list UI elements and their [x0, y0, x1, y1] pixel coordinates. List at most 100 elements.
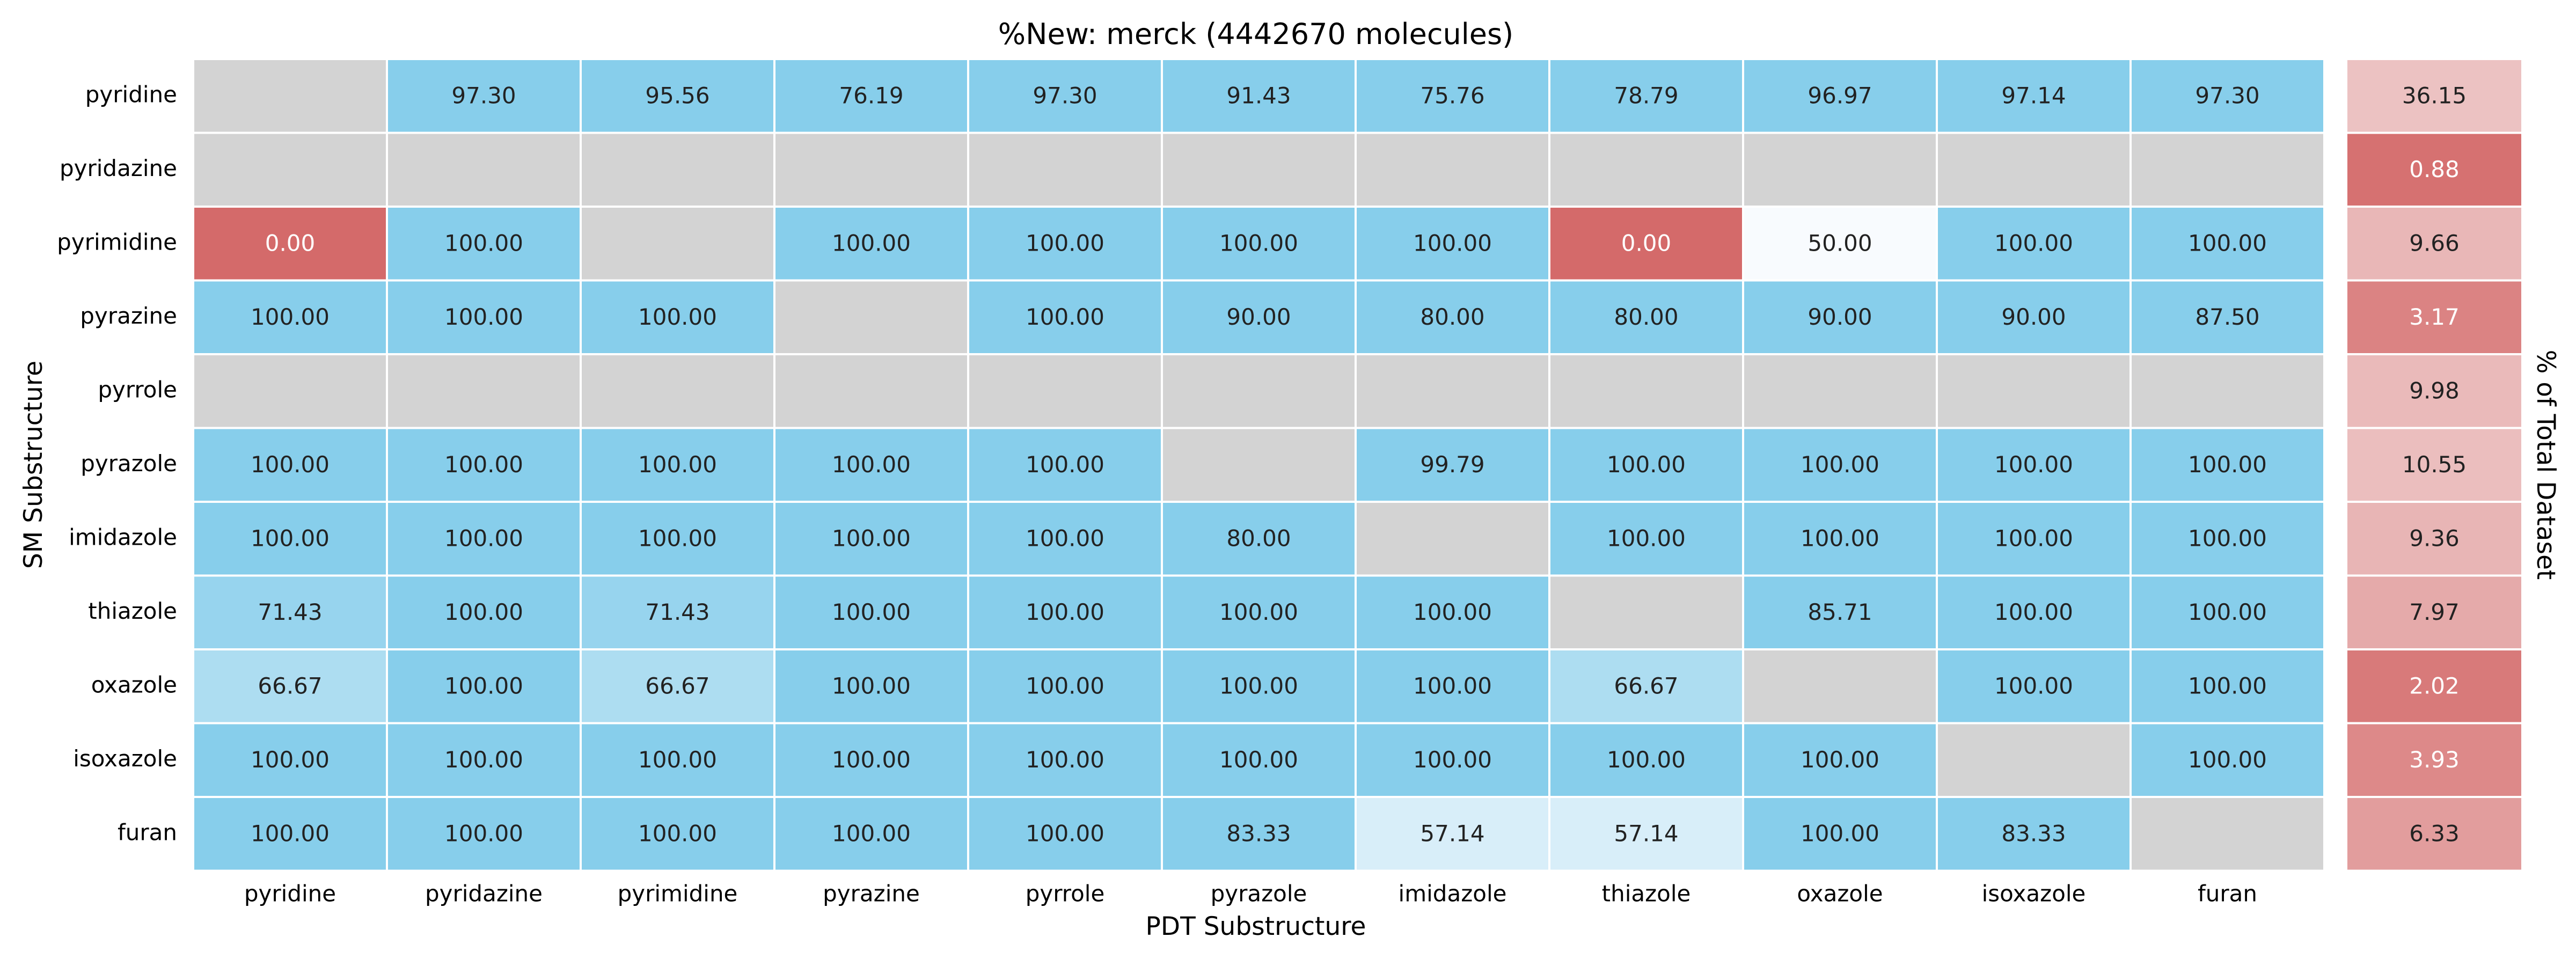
side-value-label: 9.66: [2409, 230, 2460, 256]
heatmap-cell: [2129, 206, 2325, 282]
heatmap-cell: [773, 648, 969, 724]
cell-value-label: 90.00: [2001, 304, 2066, 330]
heatmap-cell: [192, 427, 388, 503]
cell-value-label: 97.14: [2001, 82, 2066, 108]
heatmap-cell: [386, 722, 582, 798]
cell-value-label: 100.00: [1413, 599, 1492, 625]
heatmap-cell: [773, 796, 969, 872]
heatmap-cell: [1936, 574, 2132, 650]
y-tick-label: pyridazine: [60, 155, 177, 181]
cell-value-label: 99.79: [1420, 451, 1484, 478]
cell-value-label: 100.00: [1026, 820, 1104, 846]
cell-value-label: 100.00: [832, 451, 911, 478]
cell-value-label: 100.00: [1219, 599, 1298, 625]
heatmap-cell-empty: [192, 58, 388, 134]
cell-value-label: 100.00: [1801, 820, 1879, 846]
heatmap-cell: [1355, 427, 1550, 503]
cell-value-label: 100.00: [638, 304, 717, 330]
cell-value-label: 100.00: [1026, 451, 1104, 478]
y-tick-label: isoxazole: [73, 745, 177, 772]
cell-value-label: 100.00: [1994, 599, 2073, 625]
y-tick-label: pyridine: [85, 81, 177, 107]
heatmap-cell: [386, 206, 582, 282]
heatmap-cell-empty: [192, 131, 388, 208]
cell-value-label: 100.00: [832, 747, 911, 773]
cell-value-label: 100.00: [2188, 451, 2267, 478]
cell-value-label: 57.14: [1420, 820, 1484, 846]
heatmap-cell: [1742, 206, 1938, 282]
cell-value-label: 100.00: [1219, 230, 1298, 256]
y-tick-label: thiazole: [88, 598, 177, 624]
cell-value-label: 97.30: [1033, 82, 1097, 108]
x-tick-label: pyridine: [244, 881, 336, 907]
heatmap-cell: [2129, 648, 2325, 724]
cell-value-label: 100.00: [1994, 451, 2073, 478]
heatmap-cell: [192, 648, 388, 724]
cell-value-label: 71.43: [645, 599, 709, 625]
heatmap-cell: [2129, 279, 2325, 355]
cell-value-label: 100.00: [1994, 230, 2073, 256]
heatmap-cell-empty: [386, 353, 582, 429]
side-cell: [2345, 648, 2523, 724]
x-tick-label: pyrrole: [1026, 881, 1105, 907]
cell-value-label: 96.97: [1807, 82, 1872, 108]
heatmap-cell: [1742, 58, 1938, 134]
heatmap-cell: [967, 501, 1163, 577]
cell-value-label: 91.43: [1226, 82, 1291, 108]
heatmap-cell: [1548, 427, 1744, 503]
heatmap-cell-empty: [1161, 131, 1357, 208]
heatmap-cell: [2129, 58, 2325, 134]
cell-value-label: 100.00: [1607, 451, 1686, 478]
side-axis-label: % of Total Dataset: [2531, 350, 2560, 580]
cell-value-label: 100.00: [2188, 599, 2267, 625]
heatmap-cell: [967, 206, 1163, 282]
heatmap-cell-empty: [580, 206, 775, 282]
heatmap-cell: [1161, 574, 1357, 650]
heatmap-cell: [386, 796, 582, 872]
cell-value-label: 95.56: [645, 82, 709, 108]
cell-value-label: 100.00: [1607, 747, 1686, 773]
x-tick-label: oxazole: [1797, 881, 1883, 907]
cell-value-label: 100.00: [1026, 747, 1104, 773]
cell-value-label: 75.76: [1420, 82, 1484, 108]
cell-value-label: 100.00: [1026, 672, 1104, 699]
heatmap-cell: [386, 501, 582, 577]
cell-value-label: 100.00: [1026, 230, 1104, 256]
cell-value-label: 100.00: [832, 230, 911, 256]
heatmap-cell: [773, 574, 969, 650]
cell-value-label: 97.30: [2195, 82, 2259, 108]
cell-value-label: 100.00: [638, 820, 717, 846]
side-value-label: 7.97: [2409, 599, 2460, 625]
heatmap-cell: [580, 722, 775, 798]
heatmap-cell-empty: [1742, 648, 1938, 724]
cell-value-label: 71.43: [258, 599, 322, 625]
y-axis-label: SM Substructure: [19, 361, 48, 569]
side-value-label: 9.98: [2409, 377, 2460, 404]
cell-value-label: 100.00: [832, 525, 911, 551]
cell-value-label: 87.50: [2195, 304, 2259, 330]
x-tick-label: isoxazole: [1982, 881, 2086, 907]
heatmap-cell: [1161, 796, 1357, 872]
cell-value-label: 100.00: [1801, 747, 1879, 773]
heatmap-cell: [1548, 648, 1744, 724]
cell-value-label: 100.00: [1413, 672, 1492, 699]
y-tick-label: pyrrole: [98, 376, 177, 402]
heatmap-cell-empty: [1161, 427, 1357, 503]
heatmap-cell-empty: [1161, 353, 1357, 429]
cell-value-label: 100.00: [1219, 672, 1298, 699]
y-tick-label: oxazole: [91, 671, 177, 698]
heatmap-cell-empty: [1548, 131, 1744, 208]
chart-title: %New: merck (4442670 molecules): [998, 17, 1513, 51]
cell-value-label: 57.14: [1614, 820, 1678, 846]
heatmap-cell: [1161, 722, 1357, 798]
heatmap-cell: [1548, 501, 1744, 577]
heatmap-cell: [1355, 206, 1550, 282]
heatmap-cell: [1742, 501, 1938, 577]
cell-value-label: 50.00: [1807, 230, 1872, 256]
heatmap-cell: [192, 574, 388, 650]
cell-value-label: 100.00: [444, 304, 523, 330]
heatmap-cell: [1936, 206, 2132, 282]
cell-value-label: 76.19: [839, 82, 903, 108]
cell-value-label: 100.00: [444, 820, 523, 846]
cell-value-label: 100.00: [832, 820, 911, 846]
